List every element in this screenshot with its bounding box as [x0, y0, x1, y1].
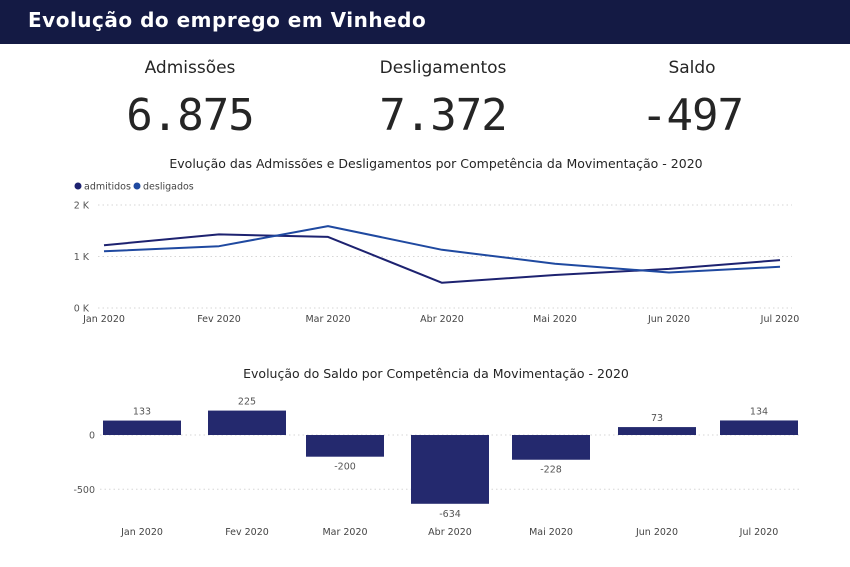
x-tick-label: Jan 2020 [120, 527, 163, 538]
kpi-desligamentos: Desligamentos 7.372 [323, 55, 563, 141]
legend-label-admitidos: admitidos [84, 182, 131, 193]
data-label: -634 [439, 509, 461, 520]
x-tick-label: Abr 2020 [428, 527, 472, 538]
kpi-admissoes: Admissões 6.875 [70, 55, 310, 141]
y-tick-label: 2 K [74, 201, 90, 212]
x-tick-label: Mai 2020 [529, 527, 573, 538]
x-tick-label: Jul 2020 [760, 314, 800, 325]
x-tick-label: Mar 2020 [305, 314, 350, 325]
legend: admitidos desligados [74, 182, 194, 193]
bar [720, 420, 798, 435]
data-label: -228 [540, 465, 562, 476]
bar [512, 435, 590, 460]
kpi-label: Saldo [668, 58, 716, 78]
bar [208, 410, 286, 435]
x-tick-label: Fev 2020 [197, 314, 241, 325]
bar-chart: Evolução do Saldo por Competência da Mov… [73, 366, 800, 538]
page-title: Evolução do emprego em Vinhedo [28, 8, 427, 32]
bar-chart-title: Evolução do Saldo por Competência da Mov… [243, 366, 629, 381]
series-line-admitidos [103, 233, 781, 284]
data-label: 73 [651, 413, 663, 424]
legend-label-desligados: desligados [143, 182, 194, 193]
y-tick-label: 1 K [74, 252, 90, 263]
header-bar: Evolução do emprego em Vinhedo [0, 0, 850, 44]
data-label: 134 [750, 406, 768, 417]
bar [411, 435, 489, 504]
data-label: 225 [238, 397, 256, 408]
kpi-value: 6.875 [126, 90, 254, 141]
x-tick-label: Jan 2020 [82, 314, 125, 325]
legend-marker-desligados [133, 182, 141, 190]
x-tick-label: Jun 2020 [647, 314, 690, 325]
y-tick-label: -500 [73, 485, 95, 496]
x-tick-label: Abr 2020 [420, 314, 464, 325]
data-label: 133 [133, 407, 151, 418]
data-label: -200 [334, 462, 356, 473]
x-tick-label: Mar 2020 [322, 527, 367, 538]
series-line-desligados [103, 225, 781, 274]
x-tick-label: Fev 2020 [225, 527, 269, 538]
kpi-saldo: Saldo -497 [572, 55, 812, 141]
bar [306, 435, 384, 457]
y-tick-label: 0 K [74, 304, 90, 315]
x-tick-label: Jul 2020 [739, 527, 779, 538]
kpi-value: -497 [641, 90, 744, 141]
kpi-label: Desligamentos [379, 58, 507, 78]
legend-marker-admitidos [74, 182, 82, 190]
line-chart: Evolução das Admissões e Desligamentos p… [74, 156, 800, 325]
bar [618, 427, 696, 435]
kpi-label: Admissões [144, 58, 236, 78]
kpi-value: 7.372 [379, 90, 507, 141]
line-chart-title: Evolução das Admissões e Desligamentos p… [169, 156, 702, 171]
x-tick-label: Mai 2020 [533, 314, 577, 325]
x-tick-label: Jun 2020 [635, 527, 678, 538]
y-tick-label: 0 [89, 431, 95, 442]
bar [103, 420, 181, 435]
